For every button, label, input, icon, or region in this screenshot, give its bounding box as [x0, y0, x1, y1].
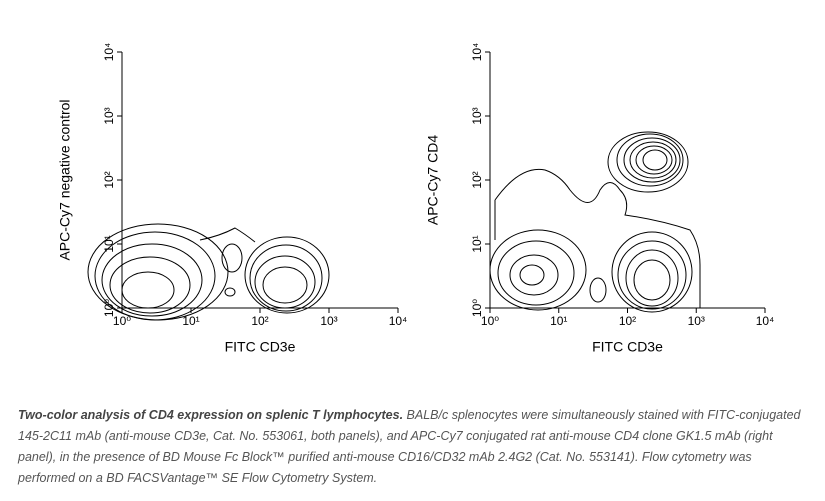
x-tick-label: 10³: [320, 314, 337, 328]
x-axis-title: FITC CD3e: [592, 339, 663, 355]
contour-plot: [87, 131, 701, 321]
x-tick-label: 10⁰: [481, 314, 499, 328]
y-tick-label: 10¹: [470, 235, 484, 252]
x-tick-label: 10⁴: [756, 314, 775, 328]
x-tick-label: 10⁴: [389, 314, 408, 328]
y-tick-label: 10²: [102, 171, 116, 188]
caption: Two-color analysis of CD4 expression on …: [18, 405, 810, 489]
figure: 10⁰ 10¹ 10² 10³ 10⁴ 10⁰ 10¹ 10² 10³ 10⁴ FITC CD3e A…: [57, 43, 775, 355]
caption-text: BALB/c splenocytes were simultaneously s…: [18, 408, 801, 485]
x-tick-label: 10⁰: [113, 314, 131, 328]
y-tick-label: 10⁴: [102, 43, 116, 62]
y-tick-label: 10³: [470, 107, 484, 124]
y-tick-label: 10¹: [102, 235, 116, 252]
y-tick-label: 10⁴: [470, 43, 484, 62]
caption-title: Two-color analysis of CD4 expression on …: [18, 408, 404, 422]
x-tick-label: 10¹: [550, 314, 567, 328]
y-tick-label: 10⁰: [102, 299, 116, 317]
y-tick-label: 10²: [470, 171, 484, 188]
x-tick-label: 10¹: [182, 314, 199, 328]
x-tick-label: 10²: [619, 314, 636, 328]
x-tick-label: 10²: [251, 314, 268, 328]
y-axis-title: APC-Cy7 CD4: [425, 135, 441, 225]
x-tick-label: 10³: [688, 314, 705, 328]
y-tick-label: 10³: [102, 107, 116, 124]
y-tick-label: 10⁰: [470, 299, 484, 317]
y-axis-title: APC-Cy7 negative control: [57, 99, 73, 260]
x-axis-title: FITC CD3e: [225, 339, 296, 355]
